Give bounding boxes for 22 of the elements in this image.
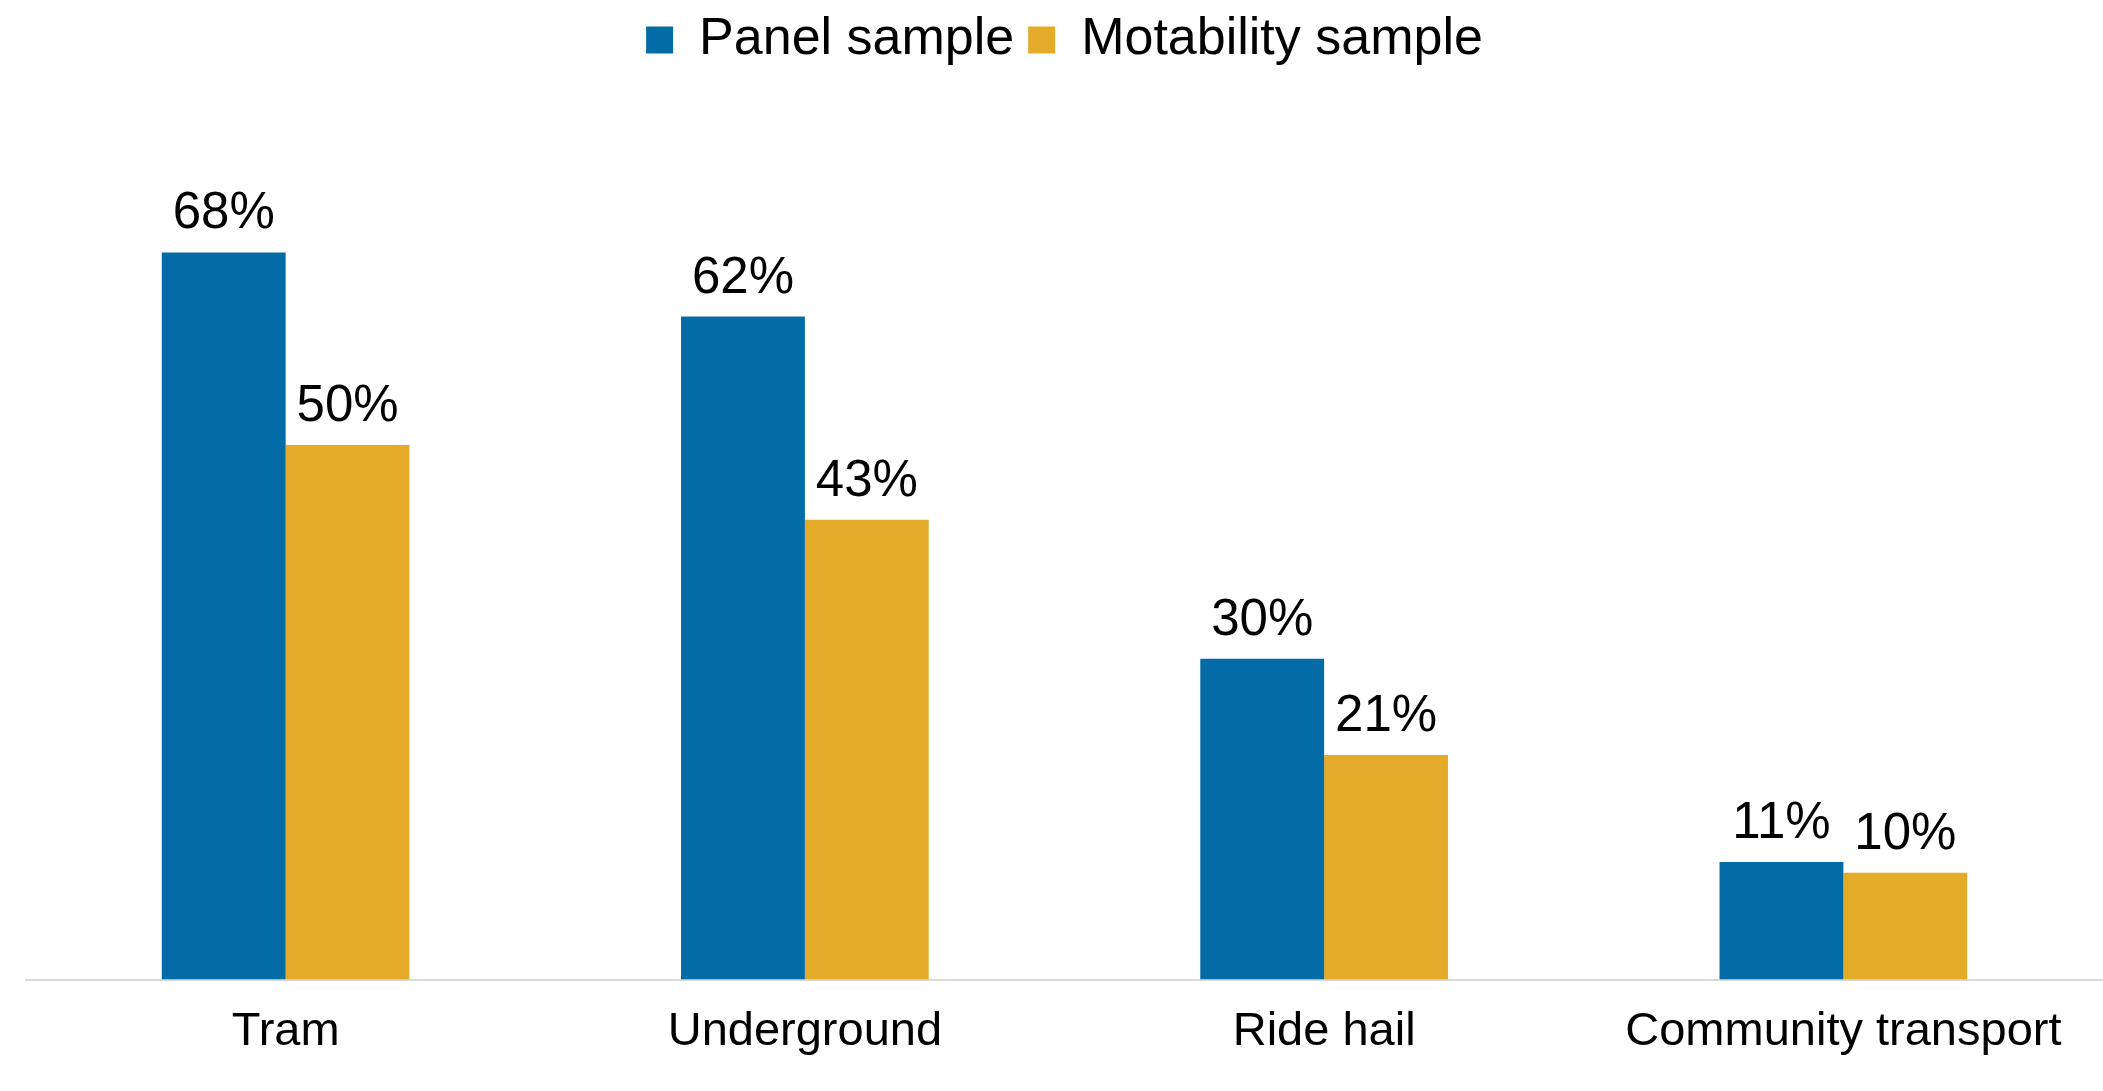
data-label: 10% — [1854, 802, 1957, 860]
data-label: 43% — [815, 449, 918, 507]
data-label: 11% — [1732, 791, 1831, 849]
x-tick-label: Tram — [231, 1001, 340, 1055]
data-label: 30% — [1211, 588, 1314, 646]
bar — [1843, 872, 1968, 980]
x-tick-label: Ride hail — [1232, 1001, 1416, 1055]
bar — [681, 316, 805, 980]
x-tick-label: Community transport — [1625, 1001, 2062, 1055]
x-tick-label: Underground — [667, 1001, 943, 1055]
data-label: 68% — [172, 182, 275, 240]
bar — [1719, 861, 1844, 980]
data-label: 62% — [691, 246, 794, 304]
legend-label: Panel sample — [699, 7, 1015, 66]
bar — [285, 444, 410, 980]
data-label: 50% — [296, 374, 399, 432]
bar — [1200, 658, 1325, 980]
bar — [161, 252, 286, 980]
bar — [1324, 755, 1448, 980]
data-label: 21% — [1335, 685, 1438, 743]
legend-label: Motability sample — [1081, 7, 1483, 66]
bar — [804, 519, 929, 980]
